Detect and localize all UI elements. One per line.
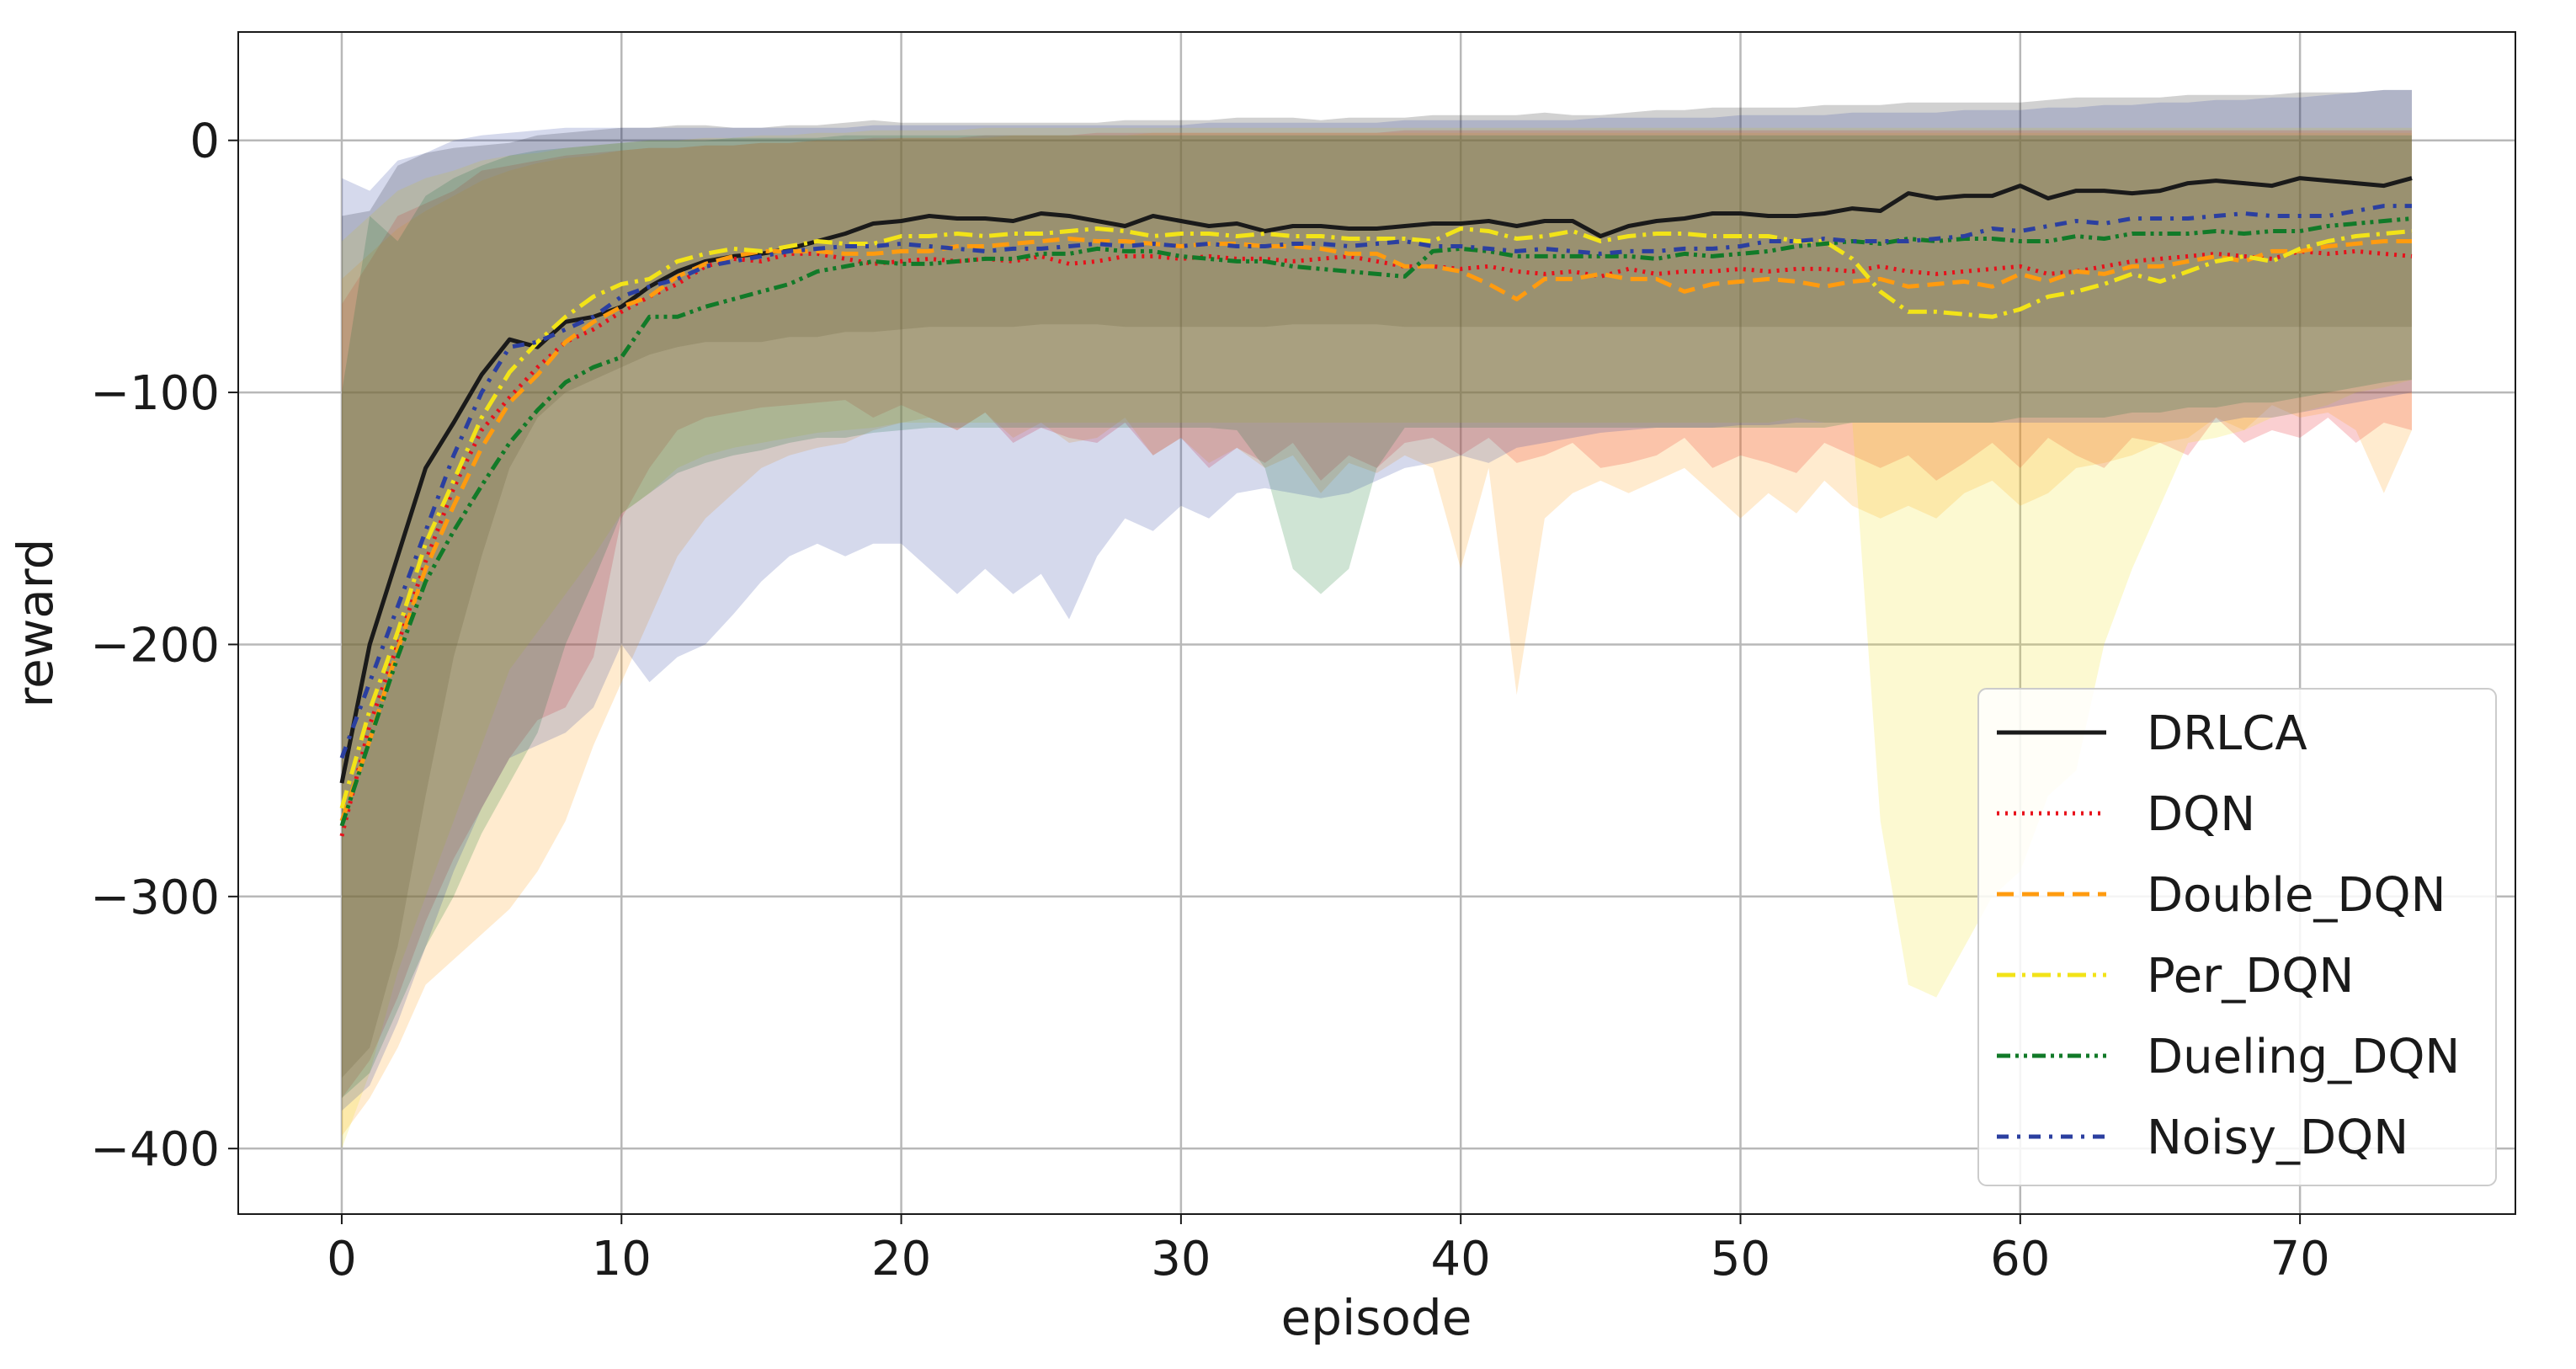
x-axis-ticks: 0 10 20 30 40 50 60 70 (327, 1214, 2330, 1286)
legend-label-dqn: DQN (2147, 787, 2255, 842)
line-double-dqn (339, 237, 2412, 822)
y-tick-label: −300 (90, 871, 220, 925)
confidence-bands (342, 89, 2412, 1149)
plot-frame (237, 31, 2516, 1215)
legend: DRLCA DQN Double_DQN Per_DQN Dueling_DQN Nois… (1977, 688, 2497, 1186)
legend-box (1977, 688, 2497, 1186)
legend-label-dueling-dqn: Dueling_DQN (2147, 1030, 2460, 1084)
y-tick-label: −200 (90, 618, 220, 673)
legend-label-noisy-dqn: Noisy_DQN (2147, 1111, 2408, 1165)
band-drlca (342, 89, 2412, 1079)
x-tick-label: 50 (1711, 1232, 1770, 1286)
x-axis-label: episode (1281, 1289, 1472, 1346)
line-dqn (339, 248, 2413, 837)
line-noisy-dqn (339, 204, 2412, 759)
y-axis-label: reward (7, 539, 64, 708)
line-drlca (339, 176, 2413, 784)
x-tick-label: 20 (871, 1232, 931, 1286)
legend-label-double-dqn: Double_DQN (2147, 868, 2446, 923)
x-tick-label: 0 (327, 1232, 357, 1286)
x-tick-label: 70 (2270, 1232, 2329, 1286)
legend-label-drlca: DRLCA (2147, 706, 2307, 761)
band-double-dqn (342, 132, 2412, 1137)
x-tick-label: 40 (1431, 1232, 1491, 1286)
y-tick-label: −400 (90, 1122, 220, 1177)
y-tick-label: −100 (90, 366, 220, 421)
series-lines (339, 176, 2413, 837)
x-tick-label: 60 (1990, 1232, 2050, 1286)
x-tick-label: 30 (1151, 1232, 1211, 1286)
line-per-dqn (339, 226, 2413, 809)
band-dqn (342, 130, 2412, 1099)
y-axis-ticks: 0 −100 −200 −300 −400 (90, 115, 238, 1177)
band-per-dqn (342, 127, 2412, 1149)
y-tick-label: 0 (189, 115, 220, 169)
x-tick-label: 10 (592, 1232, 652, 1286)
line-dueling-dqn (339, 216, 2413, 827)
legend-label-per-dqn: Per_DQN (2147, 949, 2354, 1004)
band-dueling-dqn (342, 135, 2412, 1099)
band-noisy-dqn (342, 89, 2412, 1111)
